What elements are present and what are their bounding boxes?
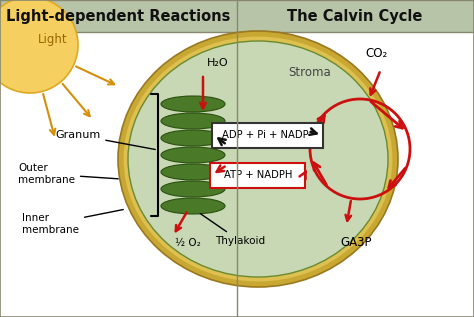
Circle shape — [0, 0, 78, 93]
Ellipse shape — [161, 198, 225, 214]
Ellipse shape — [161, 164, 225, 180]
Text: Stroma: Stroma — [289, 66, 331, 79]
Ellipse shape — [161, 181, 225, 197]
Text: H₂O: H₂O — [207, 58, 228, 68]
Ellipse shape — [161, 130, 225, 146]
Text: GA3P: GA3P — [340, 236, 372, 249]
Ellipse shape — [161, 113, 225, 129]
Text: Outer
membrane: Outer membrane — [18, 163, 118, 185]
Ellipse shape — [123, 36, 393, 282]
FancyBboxPatch shape — [210, 163, 306, 187]
Bar — [0, 0, 474, 32]
Ellipse shape — [128, 41, 388, 277]
Text: Light-dependent Reactions: Light-dependent Reactions — [6, 9, 230, 23]
Text: Light: Light — [38, 33, 68, 46]
Ellipse shape — [161, 147, 225, 163]
Text: ATP + NADPH: ATP + NADPH — [224, 170, 292, 180]
Text: ADP + Pi + NADP⁺: ADP + Pi + NADP⁺ — [222, 130, 314, 140]
Text: CO₂: CO₂ — [365, 47, 388, 60]
Text: ½ O₂: ½ O₂ — [175, 238, 201, 248]
FancyBboxPatch shape — [212, 122, 323, 147]
Text: Inner
membrane: Inner membrane — [22, 210, 123, 235]
Text: The Calvin Cycle: The Calvin Cycle — [287, 9, 423, 23]
Bar — [0, 32, 474, 317]
Ellipse shape — [118, 31, 398, 287]
Ellipse shape — [161, 96, 225, 112]
Text: Granum: Granum — [55, 130, 155, 150]
Text: Thylakoid: Thylakoid — [201, 214, 265, 246]
